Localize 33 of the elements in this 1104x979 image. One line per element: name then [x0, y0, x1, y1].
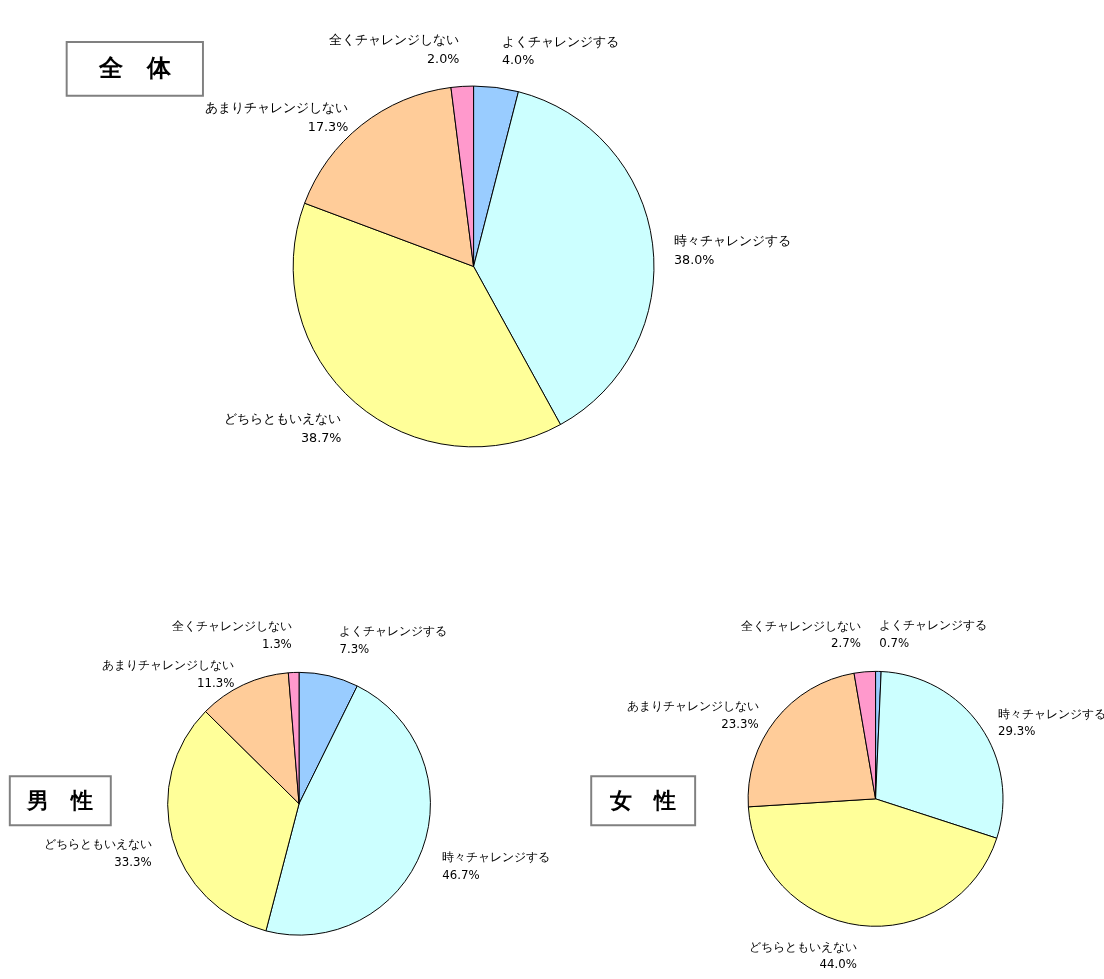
slice-label: 全くチャレンジしない [329, 32, 460, 48]
slice-label: 全くチャレンジしない [171, 619, 292, 634]
slice-label: あまりチャレンジしない [205, 99, 349, 115]
data-label: 33.3% [114, 854, 152, 869]
slice-label: よくチャレンジする [501, 33, 619, 49]
data-label: 1.3% [261, 637, 292, 651]
text: 女 性 [609, 787, 677, 813]
slice-label: あまりチャレンジしない [626, 699, 759, 714]
data-label: 2.0% [426, 50, 460, 66]
data-label: 23.3% [721, 716, 759, 731]
data-label: 29.3% [998, 724, 1036, 739]
data-label: 0.7% [879, 635, 910, 650]
slice-label: どちらともいえない [224, 411, 342, 427]
data-label: 11.3% [196, 675, 235, 690]
slice-label: あまりチャレンジしない [102, 658, 235, 673]
slice-label: よくチャレンジする [339, 623, 448, 638]
text: 全 体 [97, 53, 172, 82]
data-label: 2.7% [830, 636, 861, 651]
data-label: 17.3% [307, 118, 349, 134]
slice-label: よくチャレンジする [879, 618, 988, 633]
slice-label: 全くチャレンジしない [740, 618, 861, 633]
slice-label: どちらともいえない [748, 939, 857, 954]
data-label: 7.3% [339, 641, 370, 656]
data-label: 4.0% [501, 52, 535, 68]
data-label: 44.0% [819, 957, 857, 972]
slice-label: 時々チャレンジする [998, 706, 1104, 721]
slice-label: 時々チャレンジする [673, 233, 791, 249]
data-label: 38.0% [673, 251, 715, 267]
data-label: 38.7% [300, 429, 342, 445]
slice-label: 時々チャレンジする [442, 850, 551, 865]
text: 男 性 [26, 787, 94, 813]
slice-label: どちらともいえない [43, 837, 152, 852]
data-label: 46.7% [442, 867, 480, 882]
